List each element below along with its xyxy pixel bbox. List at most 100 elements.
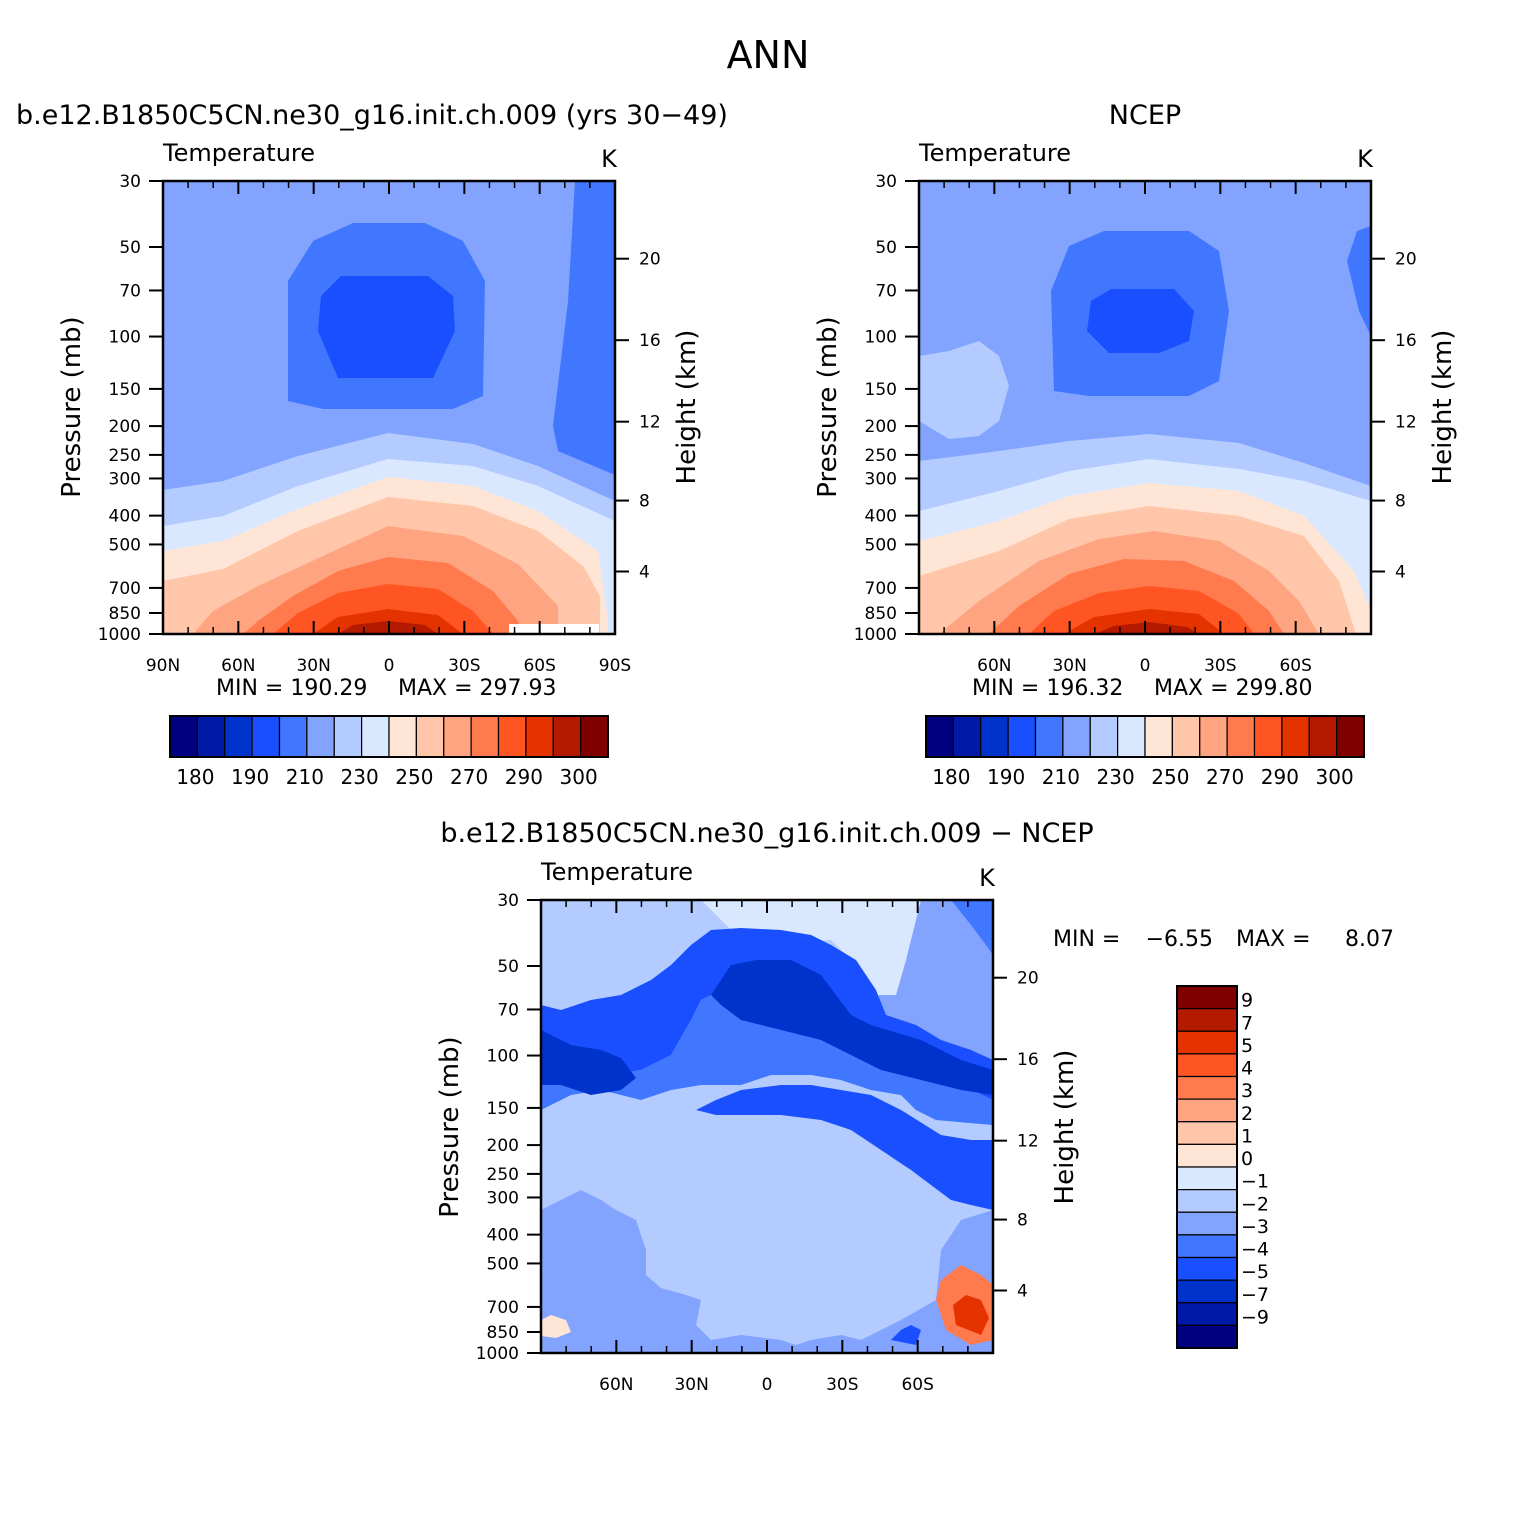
x-tick-label: 60S [901,1375,933,1395]
y-tick-label: 150 [487,1099,519,1119]
units-label: K [979,864,996,892]
colorbar-swatch [1176,1053,1238,1078]
colorbar-label: −7 [1241,1284,1269,1306]
x-tick-label: 0 [762,1375,773,1395]
y2-tick-label: 16 [1395,331,1417,351]
x-tick-label: 60S [523,656,555,676]
y-tick-label: 300 [487,1188,519,1208]
colorbar-swatch [1176,1234,1238,1259]
y-tick-label: 250 [487,1165,519,1185]
colorbar-label: 290 [1261,765,1299,789]
x-tick-label: 30N [674,1375,708,1395]
y2-tick-label: 16 [639,331,661,351]
colorbar-label: 5 [1241,1035,1253,1057]
colorbar-swatch [1176,1143,1238,1168]
colorbar-swatch [1176,1008,1238,1032]
y-tick-label: 70 [119,281,141,301]
ncep-axes: 305070100150200250300400500700850100060N… [854,172,1417,676]
variable-label: Temperature [918,139,1071,167]
y-tick-label: 300 [865,469,897,489]
temperature-field [917,179,1373,636]
colorbar-swatch [1176,1256,1238,1281]
colorbar-swatch [1007,715,1037,758]
colorbar-swatch [470,715,500,758]
colorbar-swatch [580,715,609,758]
colorbar-label: −1 [1241,1171,1269,1193]
max-label: MAX = 299.80 [1154,676,1313,701]
y-tick-label: 200 [487,1136,519,1156]
panel-difference: b.e12.B1850C5CN.ne30_g16.init.ch.009 − N… [435,818,1394,1395]
colorbar-label: 0 [1241,1148,1253,1170]
colorbar-label: 290 [505,765,543,789]
panel-title: NCEP [1109,100,1181,131]
y2-tick-label: 20 [639,250,661,270]
y-tick-label: 250 [865,446,897,466]
y2-axis-label: Height (km) [1428,330,1458,485]
y2-tick-label: 8 [1017,1211,1028,1231]
y2-tick-label: 16 [1017,1050,1039,1070]
colorbar-label: 210 [286,765,324,789]
y-tick-label: 500 [109,535,141,555]
x-tick-label: 60N [221,656,255,676]
colorbar-swatch [925,715,954,758]
y-tick-label: 30 [497,891,519,911]
colorbar-label: 2 [1241,1103,1253,1125]
colorbar-swatch [1034,715,1064,758]
colorbar-swatch [1199,715,1228,758]
y2-tick-label: 12 [639,413,661,433]
min-label: MIN = 196.32 [972,676,1123,701]
x-tick-label: 30S [1204,656,1236,676]
y-axis-label: Pressure (mb) [813,316,843,497]
y-tick-label: 400 [865,507,897,527]
colorbar: 180 190 210 230 250 270 290 300 [169,715,609,789]
min-label: MIN = [1053,927,1120,952]
colorbar-label: 3 [1241,1080,1253,1102]
y2-axis-label: Height (km) [672,330,702,485]
colorbar-swatch [1281,715,1310,758]
colorbar-label: 230 [1097,765,1135,789]
y2-tick-label: 12 [1017,1132,1039,1152]
colorbar-swatch [415,715,445,758]
y-tick-label: 150 [865,380,897,400]
y-tick-label: 70 [497,1000,519,1020]
y-tick-label: 850 [109,604,141,624]
difference-axes: 305070100150200250300400500700850100060N… [476,891,1039,1395]
y-axis-label: Pressure (mb) [435,1036,465,1217]
x-tick-label: 30S [826,1375,858,1395]
temperature-field [161,179,617,636]
x-tick-label: 0 [1140,656,1151,676]
colorbar-label: 7 [1241,1012,1253,1034]
colorbar-swatch [443,715,472,758]
colorbar-swatch [552,715,582,758]
y2-tick-label: 20 [1017,969,1039,989]
colorbar-swatch [1308,715,1338,758]
y-tick-label: 150 [109,380,141,400]
variable-label: Temperature [540,858,693,886]
colorbar-label: 270 [450,765,488,789]
y-tick-label: 850 [487,1323,519,1343]
colorbar-label: 270 [1206,765,1244,789]
colorbar-label: −3 [1241,1216,1269,1238]
colorbar-swatch [1176,1302,1238,1326]
colorbar-label: 250 [395,765,433,789]
colorbar-swatch [196,715,226,758]
max-label: MAX = [1236,927,1311,952]
units-label: K [601,145,618,173]
y2-tick-label: 4 [1017,1281,1028,1301]
colorbar-swatch [497,715,527,758]
colorbar-swatch [1089,715,1119,758]
colorbar-label: 250 [1151,765,1189,789]
colorbar-swatch [1176,1098,1238,1123]
x-tick-label: 0 [384,656,395,676]
colorbar-swatch [1336,715,1365,758]
colorbar-label: 300 [560,765,598,789]
colorbar-swatch [278,715,308,758]
colorbar-swatch [1176,1075,1238,1100]
y2-tick-label: 4 [639,562,650,582]
y-tick-label: 300 [109,469,141,489]
colorbar-label: 190 [987,765,1025,789]
x-tick-label: 90N [146,656,180,676]
y-tick-label: 70 [875,281,897,301]
colorbar-swatch [1176,1121,1238,1145]
colorbar-swatch [1062,715,1091,758]
